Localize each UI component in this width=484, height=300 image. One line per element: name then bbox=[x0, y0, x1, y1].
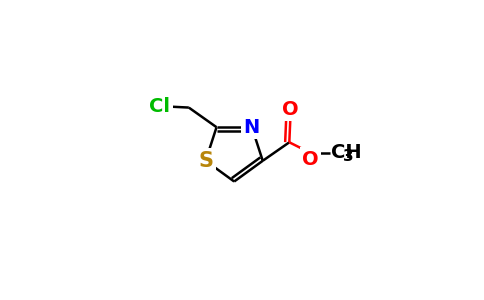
Text: 3: 3 bbox=[343, 149, 353, 164]
Text: N: N bbox=[244, 118, 260, 137]
Text: CH: CH bbox=[331, 143, 362, 162]
Text: Cl: Cl bbox=[150, 97, 170, 116]
Text: O: O bbox=[282, 100, 299, 119]
Text: S: S bbox=[198, 151, 213, 171]
Text: O: O bbox=[302, 150, 319, 169]
